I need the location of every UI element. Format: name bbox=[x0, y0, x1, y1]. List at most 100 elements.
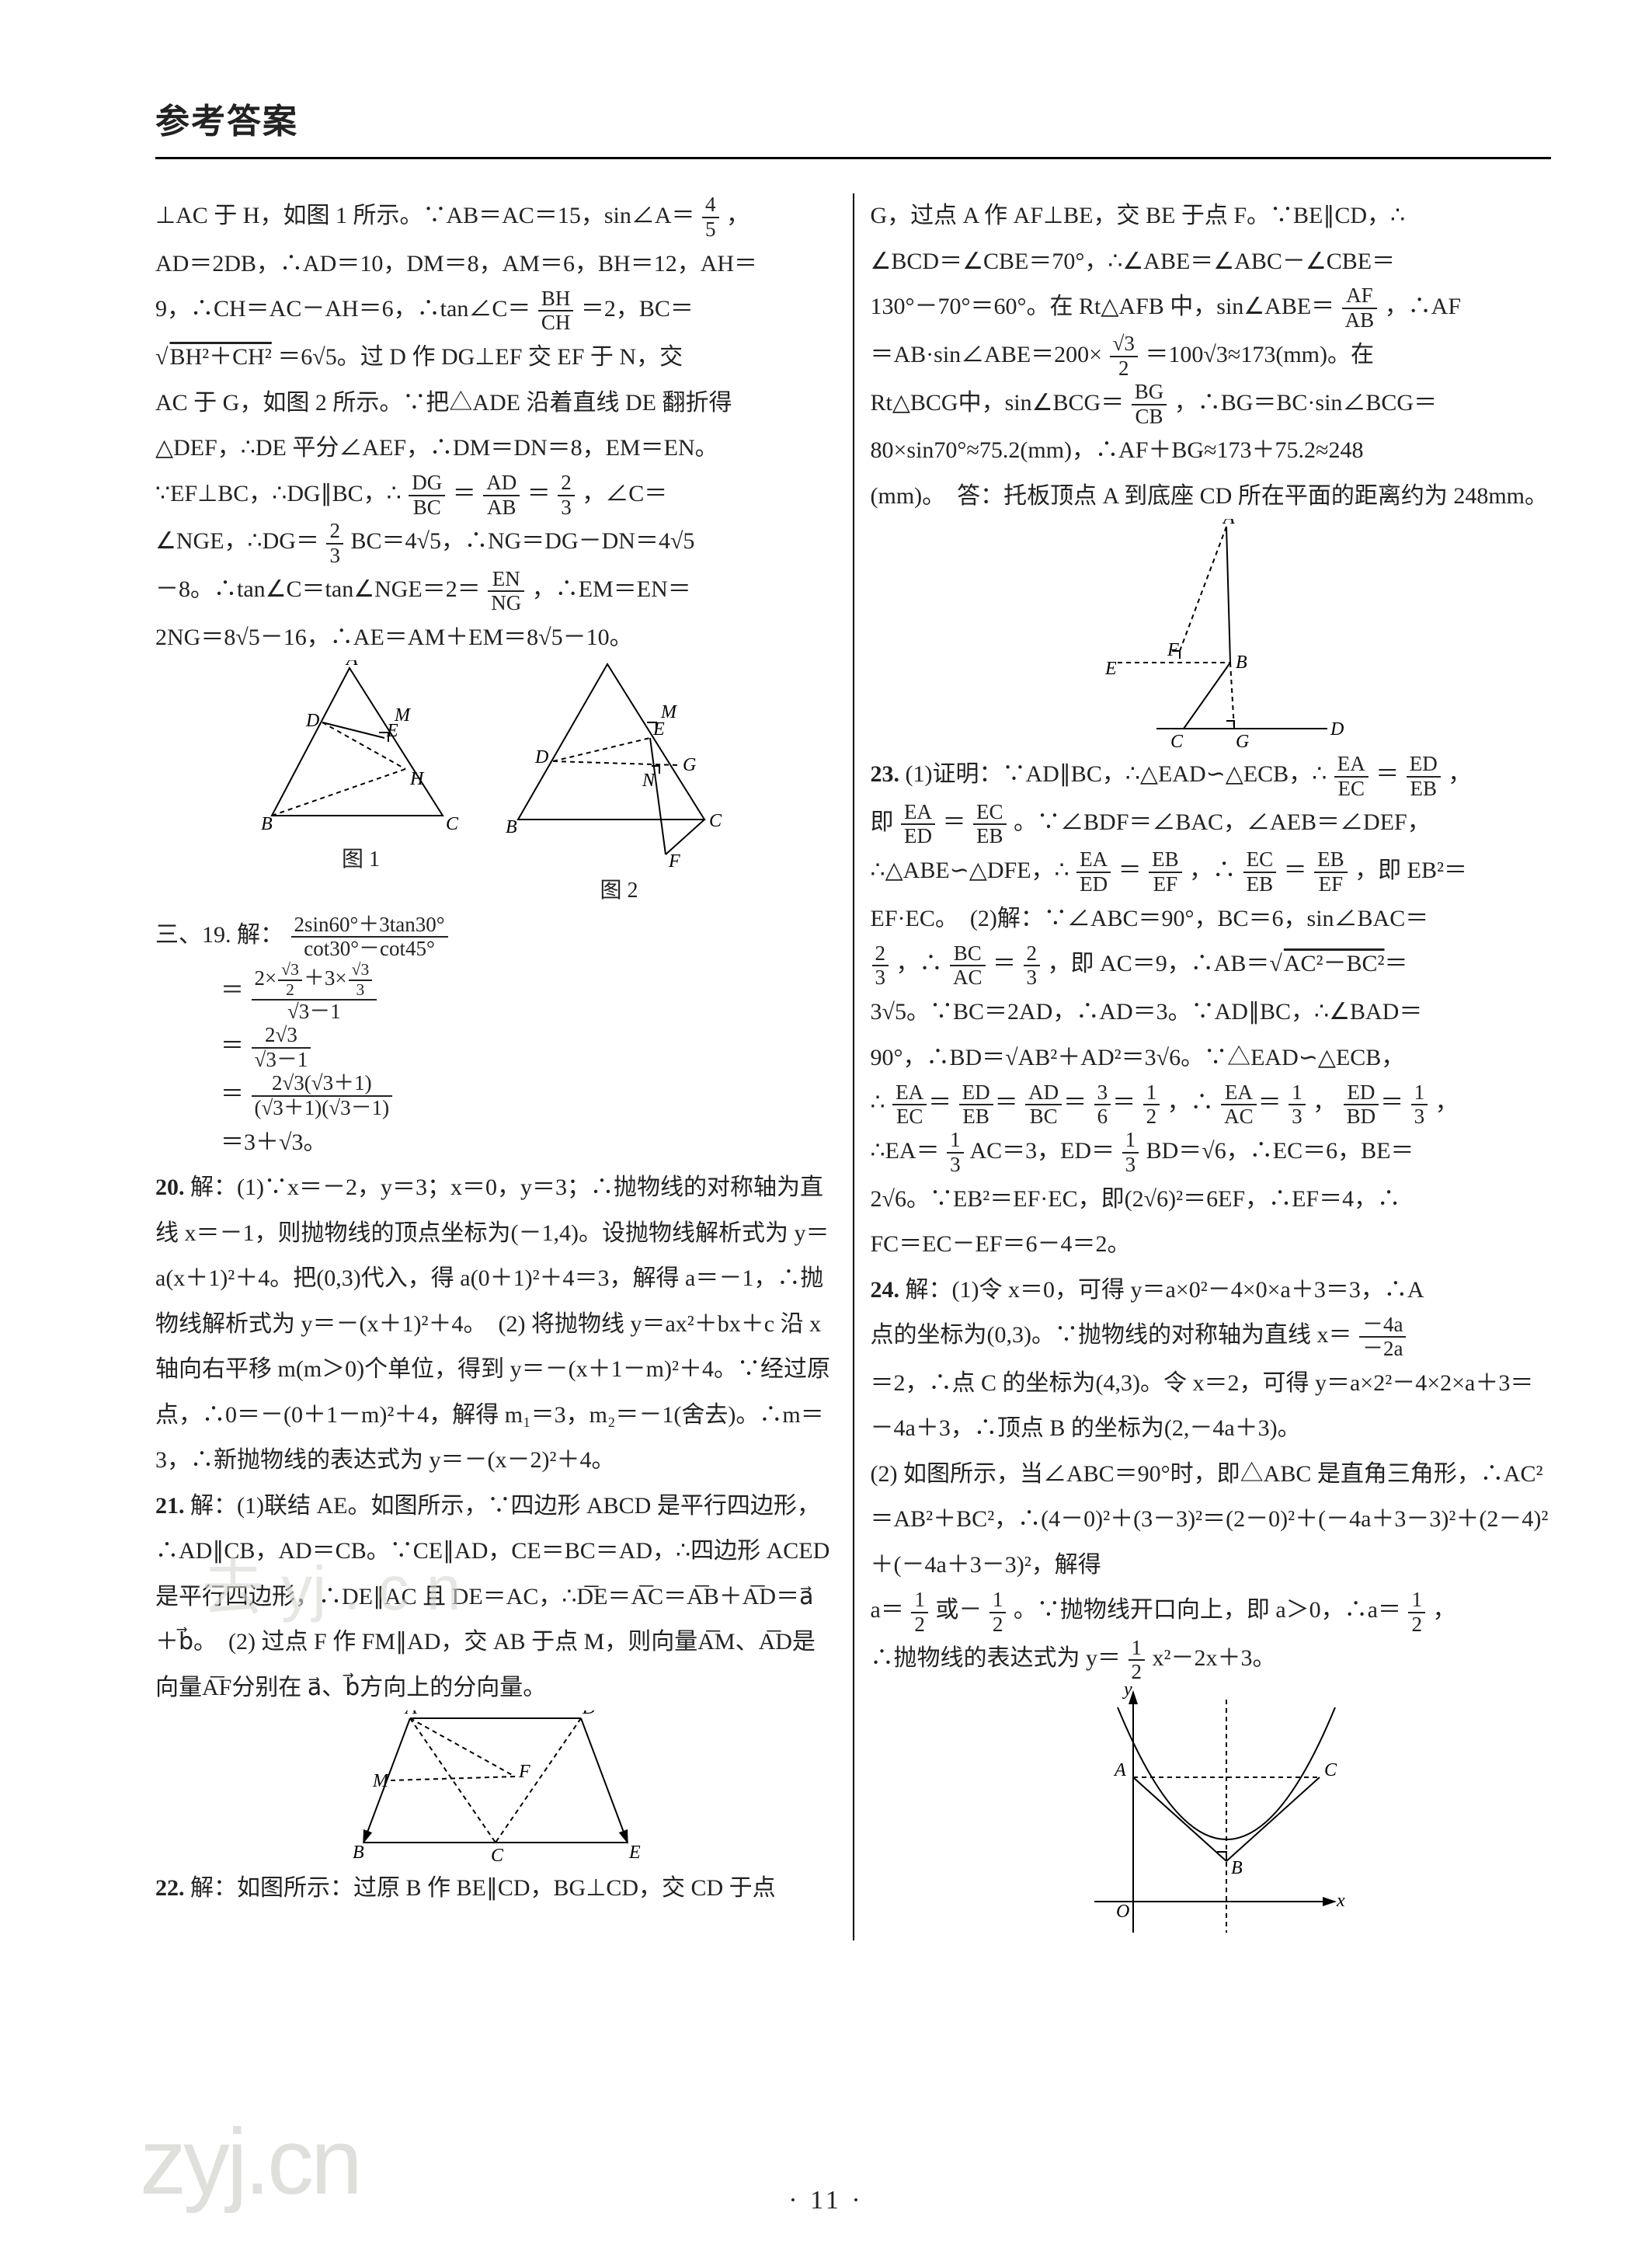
line: 9，∴CH＝AC－AH＝6，∴tan∠C＝ BHCH ＝2，BC＝ bbox=[155, 287, 836, 335]
support-diagram: A B F E C G D bbox=[1071, 519, 1351, 752]
svg-text:B: B bbox=[506, 817, 517, 837]
svg-text:N: N bbox=[642, 771, 656, 791]
line: AC 于 G，如图 2 所示。∵把△ADE 沿着直线 DE 翻折得 bbox=[155, 381, 836, 426]
svg-text:B: B bbox=[261, 814, 273, 834]
line: ∴EA＝ 13 AC＝3，ED＝ 13 BD＝√6，∴EC＝6，BE＝ bbox=[871, 1129, 1552, 1177]
fraction: 23 bbox=[558, 472, 575, 519]
page-number: · 11 · bbox=[0, 2186, 1652, 2215]
q21-figure: AD BC E MF bbox=[155, 1710, 836, 1866]
fraction: √32 bbox=[1110, 332, 1138, 380]
fraction: BHCH bbox=[538, 287, 574, 335]
svg-text:A: A bbox=[603, 660, 616, 665]
q23: 23. (1)证明：∵AD∥BC，∴△EAD∽△ECB，∴ EAEC ＝ EDE… bbox=[871, 752, 1552, 800]
line: √BH²＋CH² ＝6√5。过 D 作 DG⊥EF 交 EF 于 N，交 bbox=[155, 335, 836, 381]
radical: √ bbox=[155, 344, 168, 370]
q20: 20. 解：(1)∵x＝－2，y＝3；x＝0，y＝3；∴抛物线的对称轴为直线 x… bbox=[155, 1165, 836, 1484]
q22-label: 22. bbox=[155, 1875, 185, 1901]
line: ∵EF⊥BC，∴DG∥BC，∴ DGBC ＝ ADAB ＝ 23 ，∠C＝ bbox=[155, 472, 836, 520]
text: BC＝4√5，∴NG＝DG－DN＝4√5 bbox=[350, 528, 694, 554]
svg-text:E: E bbox=[628, 1843, 641, 1863]
text: 9，∴CH＝AC－AH＝6，∴tan∠C＝ bbox=[155, 296, 530, 322]
line: (mm)。 答：托板顶点 A 到底座 CD 所在平面的距离约为 248mm。 bbox=[871, 474, 1552, 520]
figure-1: A B C D E M H bbox=[256, 660, 466, 839]
parabola-chart: O x y A C B bbox=[1071, 1684, 1351, 1940]
text: ∵EF⊥BC，∴DG∥BC，∴ bbox=[155, 481, 402, 506]
line: FC＝EC－EF＝6－4＝2。 bbox=[871, 1222, 1552, 1268]
q22-text: 解：如图所示：过原 B 作 BE∥CD，BG⊥CD，交 CD 于点 bbox=[190, 1875, 776, 1901]
text: ∠NGE，∴DG＝ bbox=[155, 528, 319, 554]
svg-text:A: A bbox=[1113, 1760, 1126, 1780]
q18-continuation: ⊥AC 于 H，如图 1 所示。∵AB＝AC＝15，sin∠A＝ 45 ， bbox=[155, 193, 836, 242]
radicand: BH²＋CH² bbox=[168, 344, 271, 370]
q22-figure: A B F E C G D bbox=[871, 519, 1552, 752]
fraction: EAEC bbox=[1334, 753, 1369, 800]
line: AD＝2DB，∴AD＝10，DM＝8，AM＝6，BH＝12，AH＝ bbox=[155, 242, 836, 287]
text: ⊥AC 于 H，如图 1 所示。∵AB＝AC＝15，sin∠A＝ bbox=[155, 203, 695, 228]
line: ∴ EAEC＝ EDEB＝ ADBC＝ 36＝ 12 ，∴ EAAC＝ 13 ，… bbox=[871, 1081, 1552, 1129]
svg-text:C: C bbox=[491, 1846, 504, 1866]
fraction: AFAB bbox=[1342, 284, 1378, 332]
fraction: BGCB bbox=[1132, 381, 1167, 428]
q24-chart: O x y A C B bbox=[871, 1684, 1552, 1940]
q20-label: 20. bbox=[155, 1174, 185, 1200]
svg-text:C: C bbox=[1170, 732, 1184, 752]
line: Rt△BCG中，sin∠BCG＝ BGCB ，∴BG＝BC·sin∠BCG＝ bbox=[871, 381, 1552, 429]
fraction: 23 bbox=[326, 520, 343, 567]
line: 130°－70°＝60°。在 Rt△AFB 中，sin∠ABE＝ AFAB ，∴… bbox=[871, 284, 1552, 332]
line: ∠NGE，∴DG＝ 23 BC＝4√5，∴NG＝DG－DN＝4√5 bbox=[155, 519, 836, 567]
line: 点的坐标为(0,3)。∵抛物线的对称轴为直线 x＝ －4a－2a bbox=[871, 1313, 1552, 1361]
line: 80×sin70°≈75.2(mm)，∴AF＋BG≈173＋75.2≈248 bbox=[871, 428, 1552, 474]
q19: 三、19. 解： 2sin60°＋3tan30° cot30°－cot45° ＝… bbox=[155, 913, 836, 1165]
line: a＝ 12 或－ 12 。∵抛物线开口向上，即 a＞0，∴a＝ 12 ， bbox=[871, 1588, 1552, 1636]
svg-text:D: D bbox=[305, 711, 319, 731]
line: ＝2，∴点 C 的坐标为(4,3)。令 x＝2，可得 y＝a×2²－4×2×a＋… bbox=[871, 1361, 1552, 1452]
header-rule bbox=[155, 157, 1551, 159]
step5: ＝3＋√3。 bbox=[155, 1120, 836, 1166]
svg-text:M: M bbox=[660, 702, 678, 722]
svg-text:A: A bbox=[1222, 519, 1235, 528]
content-columns: ⊥AC 于 H，如图 1 所示。∵AB＝AC＝15，sin∠A＝ 45 ， AD… bbox=[155, 193, 1551, 1940]
q19-lead: 解： bbox=[237, 922, 283, 948]
q19-label: 三、19. bbox=[155, 922, 231, 948]
q22-cont: G，过点 A 作 AF⊥BE，交 BE 于点 F。∵BE∥CD，∴ bbox=[871, 193, 1552, 239]
svg-text:F: F bbox=[668, 851, 680, 870]
svg-text:D: D bbox=[1330, 719, 1344, 740]
step2: ＝ 2×√32＋3×√33√3－1 bbox=[155, 961, 836, 1024]
svg-text:A: A bbox=[404, 1710, 417, 1718]
fraction: ADAB bbox=[483, 472, 520, 519]
fraction: DGBC bbox=[409, 472, 445, 519]
step3: ＝ 2√3√3－1 bbox=[155, 1024, 836, 1072]
eq: ＝ bbox=[453, 481, 476, 506]
line: －8。∴tan∠C＝tan∠NGE＝2＝ ENNG ，∴EM＝EN＝ bbox=[155, 567, 836, 615]
text: －8。∴tan∠C＝tan∠NGE＝2＝ bbox=[155, 576, 481, 602]
step4: ＝ 2√3(√3＋1)(√3＋1)(√3－1) bbox=[155, 1072, 836, 1120]
svg-text:E: E bbox=[1104, 659, 1117, 679]
parallelogram-diagram: AD BC E MF bbox=[348, 1710, 643, 1866]
svg-text:B: B bbox=[1231, 1858, 1243, 1878]
q20-text: 解：(1)∵x＝－2，y＝3；x＝0，y＝3；∴抛物线的对称轴为直线 x＝－1，… bbox=[155, 1174, 830, 1473]
figure-2: A B C D E M G N F bbox=[503, 660, 736, 870]
svg-text:C: C bbox=[709, 811, 722, 831]
svg-text:A: A bbox=[345, 660, 358, 670]
line: △DEF，∴DE 平分∠AEF，∴DM＝DN＝8，EM＝EN。 bbox=[155, 426, 836, 472]
page: 参考答案 ⊥AC 于 H，如图 1 所示。∵AB＝AC＝15，sin∠A＝ 45… bbox=[0, 0, 1652, 2262]
text: ＝6√5。过 D 作 DG⊥EF 交 EF 于 N，交 bbox=[277, 344, 683, 370]
svg-text:C: C bbox=[446, 814, 459, 834]
line: ∠BCD＝∠CBE＝70°，∴∠ABE＝∠ABC－∠CBE＝ bbox=[871, 239, 1552, 285]
eq: ＝ bbox=[527, 481, 551, 506]
svg-text:M: M bbox=[394, 705, 412, 726]
q22-lead: 22. 解：如图所示：过原 B 作 BE∥CD，BG⊥CD，交 CD 于点 bbox=[155, 1866, 836, 1912]
line: 90°，∴BD＝√AB²＋AD²＝3√6。∵△EAD∽△ECB， bbox=[871, 1035, 1552, 1081]
line: 3√5。∵BC＝2AD，∴AD＝3。∵AD∥BC，∴∠BAD＝ bbox=[871, 990, 1552, 1035]
svg-text:O: O bbox=[1116, 1902, 1129, 1922]
line: ∴抛物线的表达式为 y＝ 12 x²－2x＋3。 bbox=[871, 1636, 1552, 1684]
figure-2-caption: 图 2 bbox=[503, 870, 736, 913]
svg-text:y: y bbox=[1122, 1684, 1132, 1700]
line: 23 ，∴ BCAC ＝ 23 ，即 AC＝9，∴AB＝√AC²－BC²＝ bbox=[871, 941, 1552, 990]
q24: 24. 解：(1)令 x＝0，可得 y＝a×0²－4×0×a＋3＝3，∴A bbox=[871, 1268, 1552, 1314]
fraction: 45 bbox=[702, 193, 719, 241]
svg-text:x: x bbox=[1336, 1891, 1345, 1911]
text: ＝2，BC＝ bbox=[581, 296, 694, 322]
line: EF·EC。 (2)解：∵∠ABC＝90°，BC＝6，sin∠BAC＝ bbox=[871, 896, 1552, 942]
q21-label: 21. bbox=[155, 1493, 185, 1519]
